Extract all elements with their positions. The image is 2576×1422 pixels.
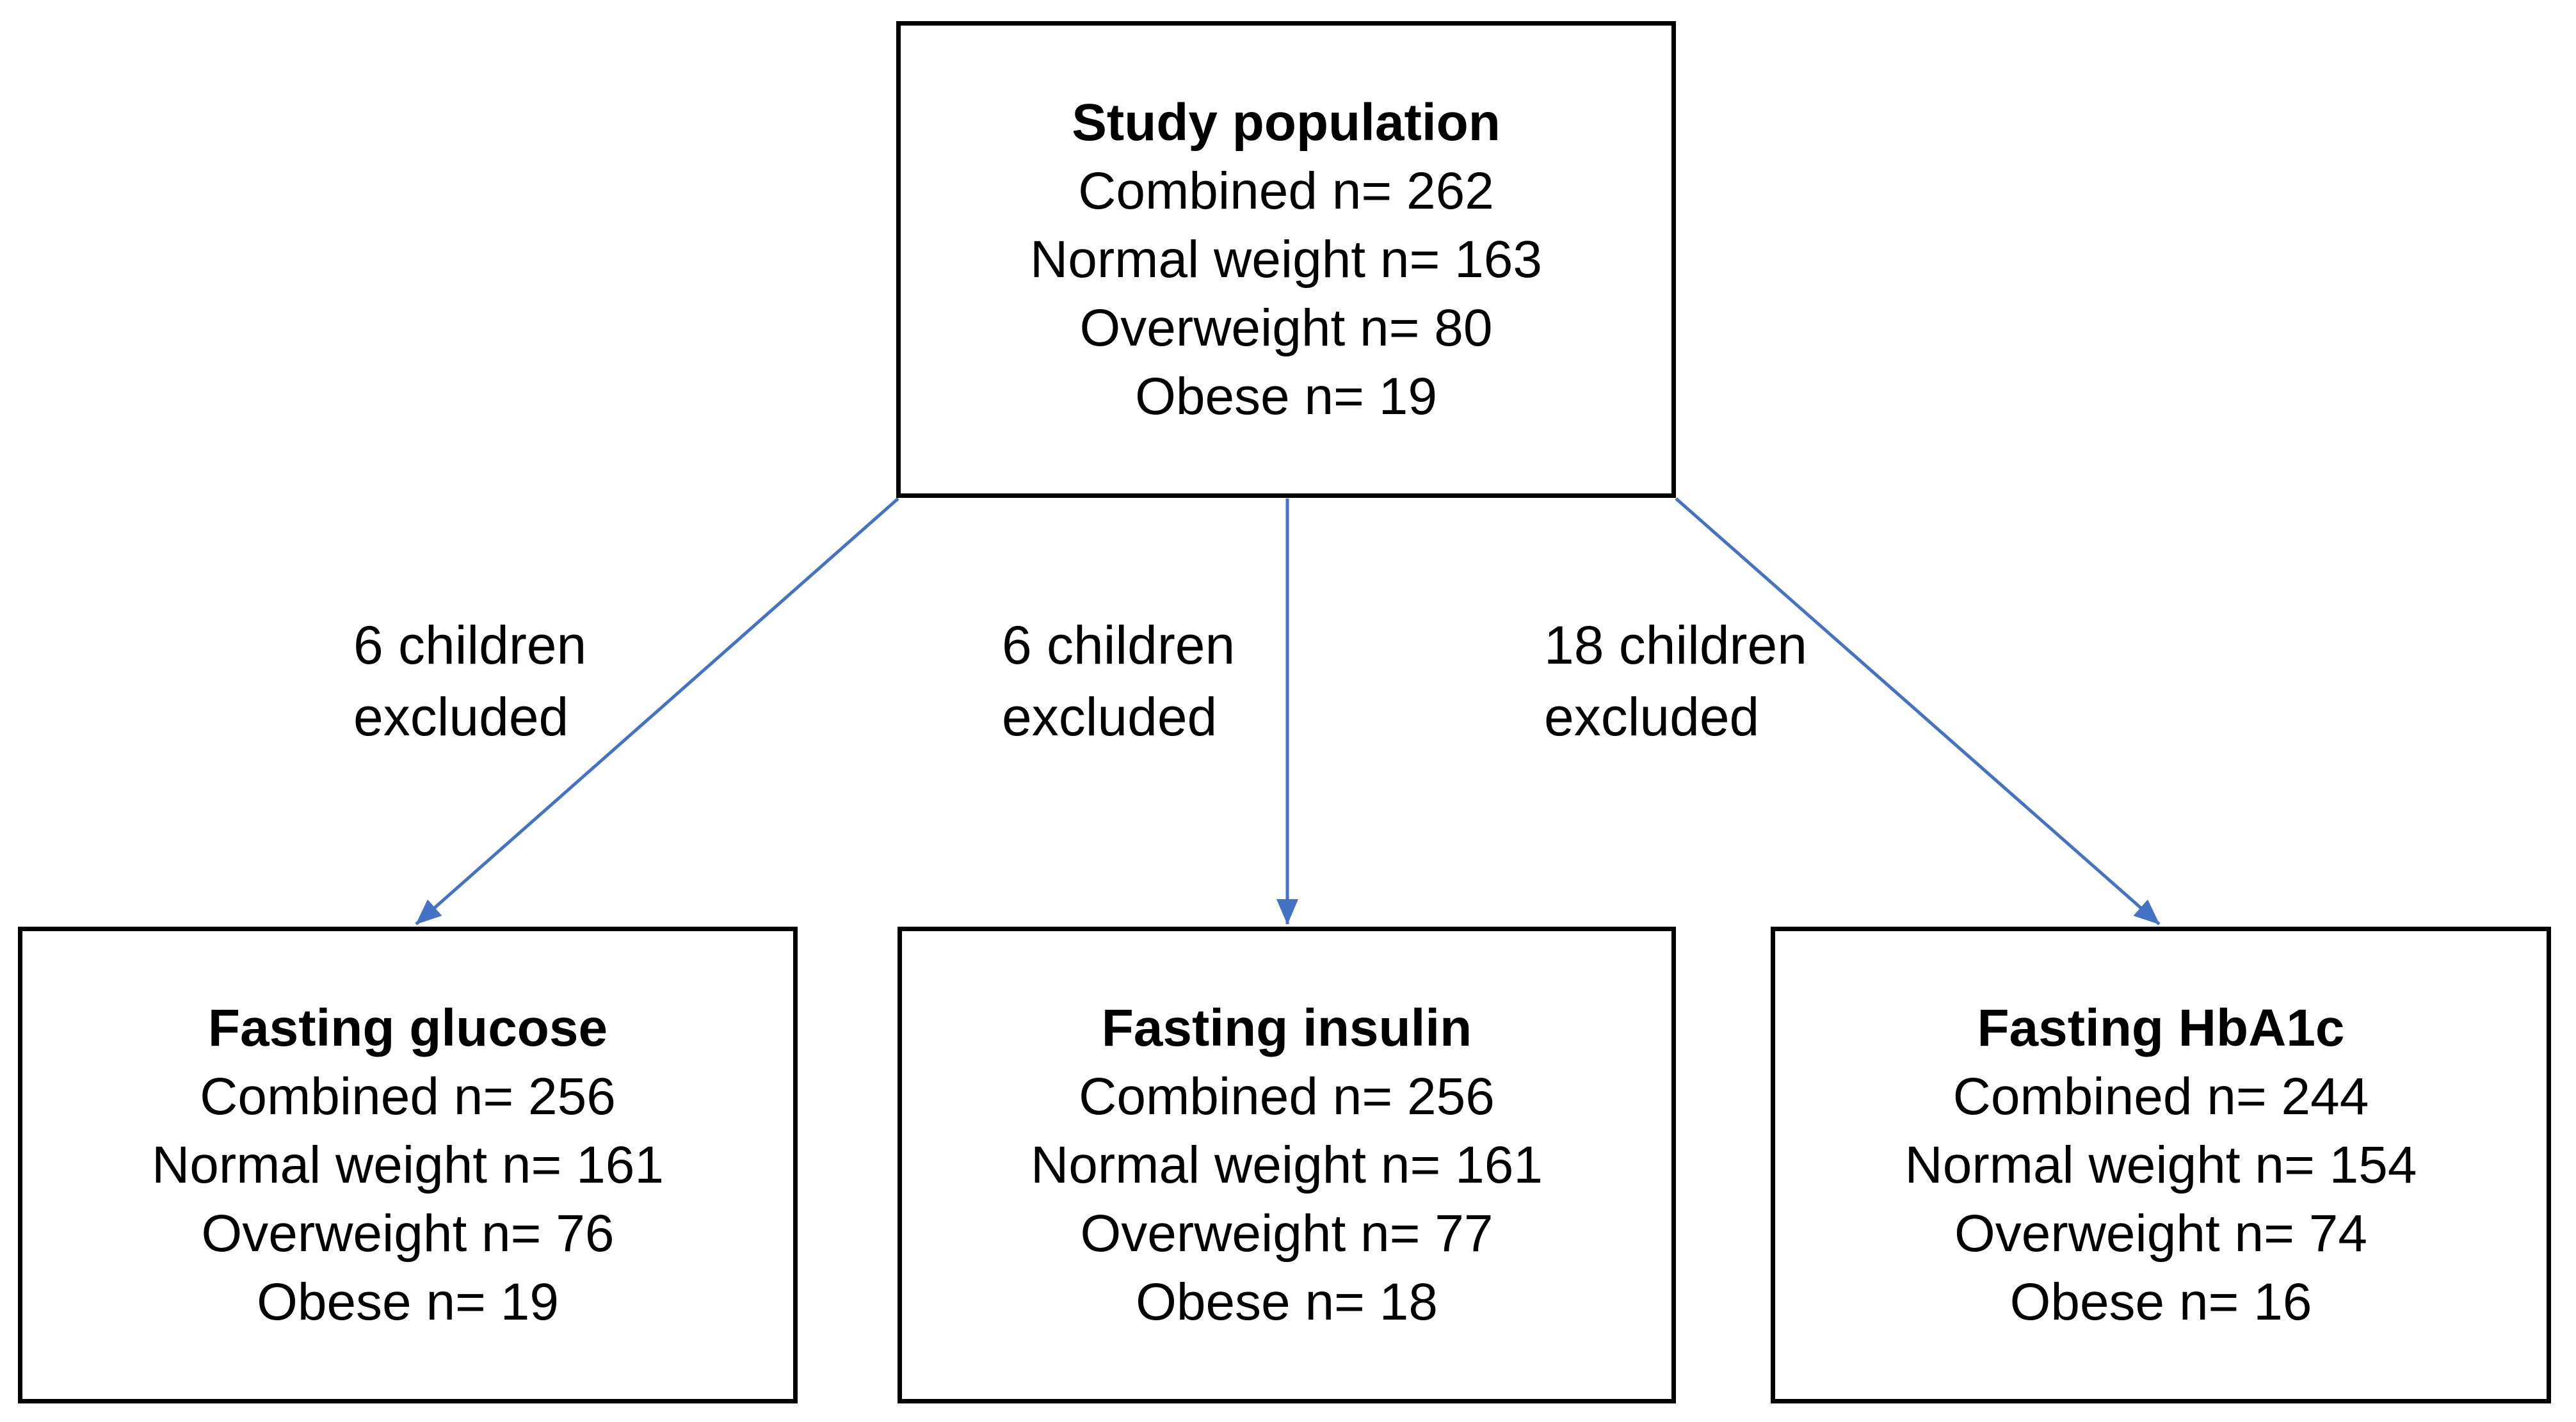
exclusion-line: excluded (353, 687, 569, 747)
box-row: Overweight n= 76 (201, 1204, 615, 1263)
study-population-box: Study population Combined n= 262 Normal … (896, 21, 1676, 498)
box-title: Fasting glucose (207, 999, 608, 1057)
box-row: Combined n= 244 (1952, 1067, 2369, 1126)
box-row: Combined n= 256 (1079, 1067, 1495, 1126)
box-row: Combined n= 256 (200, 1067, 616, 1126)
arrow-to-hba1c (1675, 497, 2161, 925)
box-row: Normal weight n= 163 (1030, 230, 1542, 289)
box-row: Normal weight n= 161 (152, 1136, 664, 1194)
exclusion-label-insulin: 6 children excluded (1002, 609, 1235, 753)
box-row: Obese n= 19 (1135, 367, 1437, 426)
box-row: Obese n= 19 (257, 1273, 559, 1331)
box-row: Overweight n= 77 (1080, 1204, 1493, 1263)
fasting-insulin-box: Fasting insulin Combined n= 256 Normal w… (898, 927, 1676, 1403)
exclusion-label-hba1c: 18 children excluded (1544, 609, 1807, 753)
fasting-glucose-box: Fasting glucose Combined n= 256 Normal w… (18, 927, 798, 1403)
box-row: Obese n= 18 (1136, 1273, 1438, 1331)
fasting-hba1c-box: Fasting HbA1c Combined n= 244 Normal wei… (1771, 927, 2551, 1403)
exclusion-label-glucose: 6 children excluded (353, 609, 586, 753)
exclusion-line: excluded (1544, 687, 1760, 747)
box-row: Overweight n= 80 (1079, 299, 1493, 357)
box-row: Normal weight n= 161 (1031, 1136, 1543, 1194)
arrow-to-glucose (415, 497, 899, 925)
exclusion-line: excluded (1002, 687, 1218, 747)
box-row: Normal weight n= 154 (1904, 1136, 2417, 1194)
box-title: Fasting HbA1c (1977, 999, 2345, 1057)
exclusion-line: 6 children (353, 615, 587, 675)
box-row: Obese n= 16 (2009, 1273, 2312, 1331)
box-row: Overweight n= 74 (1954, 1204, 2367, 1263)
exclusion-line: 6 children (1002, 615, 1236, 675)
exclusion-line: 18 children (1544, 615, 1807, 675)
box-title: Study population (1072, 93, 1501, 152)
box-row: Combined n= 262 (1078, 162, 1494, 220)
box-title: Fasting insulin (1101, 999, 1472, 1057)
